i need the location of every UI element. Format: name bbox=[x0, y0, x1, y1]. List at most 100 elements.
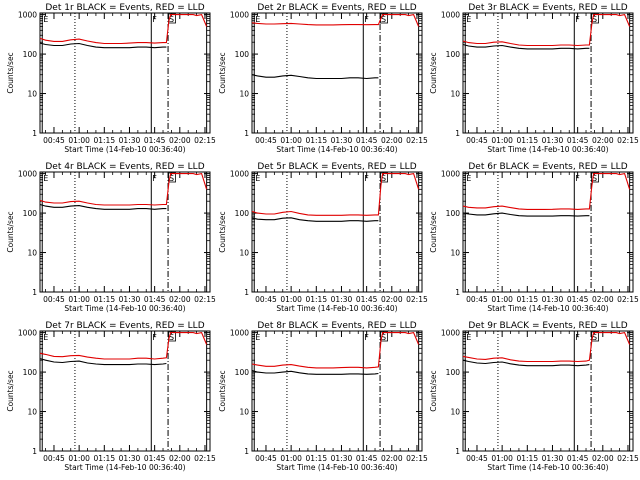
panel-1-xtick-label: 00:45 bbox=[43, 136, 65, 145]
panel-4-series-lld bbox=[39, 172, 208, 206]
panel-1-marker-box bbox=[168, 13, 176, 24]
panel-1-marker-label: F bbox=[152, 15, 157, 24]
panel-8-xtick-label: 01:00 bbox=[280, 454, 302, 463]
panel-3: Det 3r BLACK = Events, RED = LLD 1 10 100 10… bbox=[429, 3, 639, 154]
panel-7-xtick-label: 00:45 bbox=[43, 454, 65, 463]
panel-8-title: Det 8r BLACK = Events, RED = LLD bbox=[257, 321, 416, 331]
panel-2-series-events bbox=[251, 74, 379, 80]
panel-2: Det 2r BLACK = Events, RED = LLD 1 10 100 10… bbox=[218, 3, 428, 154]
panel-4-xlabel: Start Time (14-Feb-10 00:36:40) bbox=[64, 304, 185, 313]
panel-9-xtick-label: 01:45 bbox=[567, 454, 589, 463]
panel-5-series-lld bbox=[251, 172, 420, 216]
panel-2-ytick-label: 100 bbox=[235, 50, 250, 59]
panel-4-ytick-label: 1000 bbox=[18, 170, 37, 179]
panel-7-marker-label: S bbox=[169, 333, 174, 342]
panel-8-marker-label: F bbox=[364, 333, 369, 342]
panel-5-xtick-label: 01:30 bbox=[331, 295, 353, 304]
panel-2-xtick-label: 01:00 bbox=[280, 136, 302, 145]
panel-3-xtick-label: 02:15 bbox=[617, 136, 639, 145]
panel-9-marker-label: F bbox=[575, 333, 580, 342]
panel-5-xtick-label: 01:45 bbox=[356, 295, 378, 304]
panel-3-marker-box bbox=[591, 13, 599, 24]
panel-7-series-events bbox=[39, 358, 167, 366]
panel-6-series-lld bbox=[462, 172, 631, 210]
panel-6-ytick-label: 1 bbox=[455, 288, 460, 297]
panel-8-ylabel: Counts/sec bbox=[218, 370, 227, 411]
panel-2-marker-label: S bbox=[381, 15, 386, 24]
panel-4-xtick-label: 00:45 bbox=[43, 295, 65, 304]
panel-5-xtick-label: 01:00 bbox=[280, 295, 302, 304]
panel-9-marker-label: E bbox=[466, 333, 471, 342]
panel-7-ytick-label: 10 bbox=[27, 408, 37, 417]
panel-6-frame bbox=[462, 171, 634, 293]
panel-6-series-events bbox=[462, 212, 590, 217]
panel-7-ytick-label: 1000 bbox=[18, 329, 37, 338]
panel-9-ytick-label: 1 bbox=[455, 447, 460, 456]
panel-5-marker-label: S bbox=[381, 174, 386, 183]
panel-4-ytick-label: 100 bbox=[23, 209, 38, 218]
panel-8-xtick-label: 01:15 bbox=[305, 454, 327, 463]
panel-1-xtick-label: 01:00 bbox=[68, 136, 90, 145]
panel-1-xtick-label: 02:00 bbox=[169, 136, 191, 145]
panel-6-xtick-label: 01:30 bbox=[542, 295, 564, 304]
panel-8-xtick-label: 02:00 bbox=[381, 454, 403, 463]
panel-4-series-events bbox=[39, 203, 167, 210]
panel-1-frame bbox=[39, 12, 211, 134]
panel-7-marker-label: E bbox=[43, 333, 48, 342]
panel-1-xlabel: Start Time (14-Feb-10 00:36:40) bbox=[64, 145, 185, 154]
panel-6-ytick-label: 100 bbox=[446, 209, 461, 218]
panel-7-ytick-label: 100 bbox=[23, 368, 38, 377]
panel-9-frame bbox=[462, 330, 634, 452]
panel-1-title: Det 1r BLACK = Events, RED = LLD bbox=[45, 3, 204, 13]
panel-8-series-events bbox=[251, 369, 379, 375]
panel-6-xlabel: Start Time (14-Feb-10 00:36:40) bbox=[487, 304, 608, 313]
panel-5-xtick-label: 02:00 bbox=[381, 295, 403, 304]
panel-6-ytick-label: 1000 bbox=[441, 170, 460, 179]
panel-4-marker-label: E bbox=[43, 174, 48, 183]
panel-6-xtick-label: 00:45 bbox=[466, 295, 488, 304]
panel-4-marker-label: F bbox=[152, 174, 157, 183]
panel-9-ytick-label: 100 bbox=[446, 368, 461, 377]
panel-1-ylabel: Counts/sec bbox=[6, 52, 15, 93]
panel-3-series-lld bbox=[462, 13, 631, 47]
panel-2-ylabel: Counts/sec bbox=[218, 52, 227, 93]
panel-4-xtick-label: 01:30 bbox=[119, 295, 141, 304]
panel-6-ytick-label: 10 bbox=[450, 249, 460, 258]
panel-4-title: Det 4r BLACK = Events, RED = LLD bbox=[45, 162, 204, 172]
panel-4-xtick-label: 01:45 bbox=[144, 295, 166, 304]
panel-9-xtick-label: 01:30 bbox=[542, 454, 564, 463]
panel-7-series-lld bbox=[39, 331, 208, 360]
panel-9-xtick-label: 02:15 bbox=[617, 454, 639, 463]
panel-8-ytick-label: 100 bbox=[235, 368, 250, 377]
panel-6: Det 6r BLACK = Events, RED = LLD 1 10 100 10… bbox=[429, 162, 639, 313]
panel-3-ytick-label: 10 bbox=[450, 90, 460, 99]
panel-3-title: Det 3r BLACK = Events, RED = LLD bbox=[468, 3, 627, 13]
panel-9-title: Det 9r BLACK = Events, RED = LLD bbox=[468, 321, 627, 331]
panel-8-marker-label: S bbox=[381, 333, 386, 342]
panel-1-xtick-label: 01:30 bbox=[119, 136, 141, 145]
panel-9-xtick-label: 00:45 bbox=[466, 454, 488, 463]
panel-3-series-events bbox=[462, 43, 590, 50]
panel-1-series-events bbox=[39, 42, 167, 49]
panel-2-xtick-label: 01:30 bbox=[331, 136, 353, 145]
panel-9: Det 9r BLACK = Events, RED = LLD 1 10 100 10… bbox=[429, 321, 639, 472]
panel-5-marker-label: E bbox=[255, 174, 260, 183]
panel-5-ytick-label: 100 bbox=[235, 209, 250, 218]
panel-9-xtick-label: 01:15 bbox=[516, 454, 538, 463]
panel-3-ytick-label: 1 bbox=[455, 129, 460, 138]
panel-3-marker-label: E bbox=[466, 15, 471, 24]
panel-5: Det 5r BLACK = Events, RED = LLD 1 10 100 10… bbox=[218, 162, 428, 313]
panel-4-marker-box bbox=[168, 172, 176, 183]
panel-3-xtick-label: 00:45 bbox=[466, 136, 488, 145]
panel-6-xtick-label: 02:15 bbox=[617, 295, 639, 304]
panel-2-xtick-label: 01:15 bbox=[305, 136, 327, 145]
panel-9-series-lld bbox=[462, 331, 631, 363]
panel-4-ylabel: Counts/sec bbox=[6, 211, 15, 252]
panel-5-ytick-label: 1 bbox=[244, 288, 249, 297]
panel-3-ylabel: Counts/sec bbox=[429, 52, 438, 93]
panel-8: Det 8r BLACK = Events, RED = LLD 1 10 100 10… bbox=[218, 321, 428, 472]
panel-5-frame bbox=[251, 171, 423, 293]
panel-3-ytick-label: 1000 bbox=[441, 11, 460, 20]
panel-7-xtick-label: 02:00 bbox=[169, 454, 191, 463]
